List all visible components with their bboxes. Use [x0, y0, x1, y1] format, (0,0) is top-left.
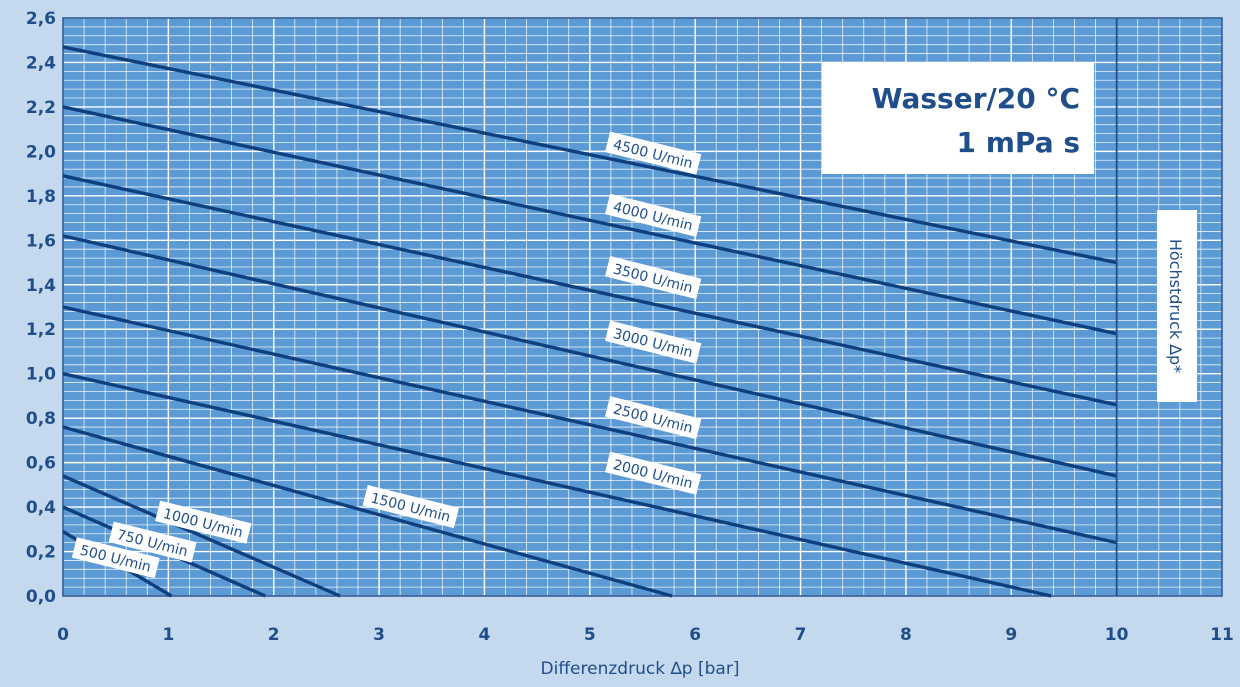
curve-label-bg [605, 193, 702, 237]
y-tick-label: 1,4 [26, 276, 56, 296]
x-axis-label: Differenzdruck ∆p [bar] [541, 659, 740, 679]
y-tick-label: 2,0 [26, 142, 56, 162]
series-line [62, 305, 1118, 545]
x-tick-label: 2 [268, 625, 280, 645]
y-tick-label: 0,8 [26, 409, 56, 429]
x-tick-labels: 0 1 2 3 4 5 6 7 8 9 10 11 [57, 625, 1234, 645]
x-tick-label: 8 [900, 625, 912, 645]
y-tick-label: 0,2 [26, 543, 56, 563]
y-tick-label: 0,6 [26, 454, 56, 474]
limit-label-text: Höchstdruck ∆p* [1166, 239, 1185, 373]
x-tick-label: 7 [795, 625, 807, 645]
curve-label-bg [605, 131, 702, 175]
curve-label-bg [605, 451, 702, 495]
y-tick-label: 1,8 [26, 187, 56, 207]
y-tick-label: 2,2 [26, 98, 56, 118]
series-line [62, 105, 1117, 336]
x-tick-label: 4 [479, 625, 491, 645]
x-tick-label: 5 [584, 625, 596, 645]
curve-label-bg [605, 320, 702, 364]
x-tick-label: 11 [1210, 625, 1234, 645]
annotation-box-line2: 1 mPa s [957, 126, 1080, 159]
y-tick-label: 1,6 [26, 231, 56, 251]
y-tick-labels: 0,0 0,2 0,4 0,6 0,8 1,0 1,2 1,4 1,6 1,8 2,0 2,2 2,4 2… [26, 9, 56, 607]
x-tick-label: 3 [373, 625, 385, 645]
curve-label-bg [71, 537, 160, 579]
x-tick-label: 10 [1105, 625, 1129, 645]
curve-label-bg [605, 396, 702, 440]
y-tick-label: 0,4 [26, 498, 56, 518]
y-tick-label: 1,2 [26, 320, 56, 340]
series-line [62, 174, 1117, 407]
x-tick-label: 6 [689, 625, 701, 645]
series-layer [62, 45, 1118, 598]
y-tick-label: 0,0 [26, 587, 56, 607]
x-tick-label: 9 [1005, 625, 1017, 645]
series-line [62, 45, 1117, 265]
series-line [62, 425, 673, 598]
series-line [62, 474, 341, 598]
series-line [62, 372, 1052, 598]
curve-label-bg [108, 521, 197, 563]
x-tick-label: 1 [162, 625, 174, 645]
annotation-box-line1: Wasser/20 °C [872, 82, 1080, 115]
curve-label-bg [155, 500, 252, 544]
annotation-box: Wasser/20 °C 1 mPa s [822, 62, 1094, 174]
limit-label: Höchstdruck ∆p* [1157, 210, 1197, 402]
annotation-box-bg [822, 62, 1094, 174]
limit-label-bg [1157, 210, 1197, 402]
y-tick-label: 2,6 [26, 9, 56, 29]
y-tick-label: 2,4 [26, 53, 56, 73]
curve-label-bg [362, 485, 459, 529]
x-tick-label: 0 [57, 625, 69, 645]
curve-label-bg [605, 256, 702, 300]
series-line [62, 234, 1118, 478]
y-tick-label: 1,0 [26, 365, 56, 385]
